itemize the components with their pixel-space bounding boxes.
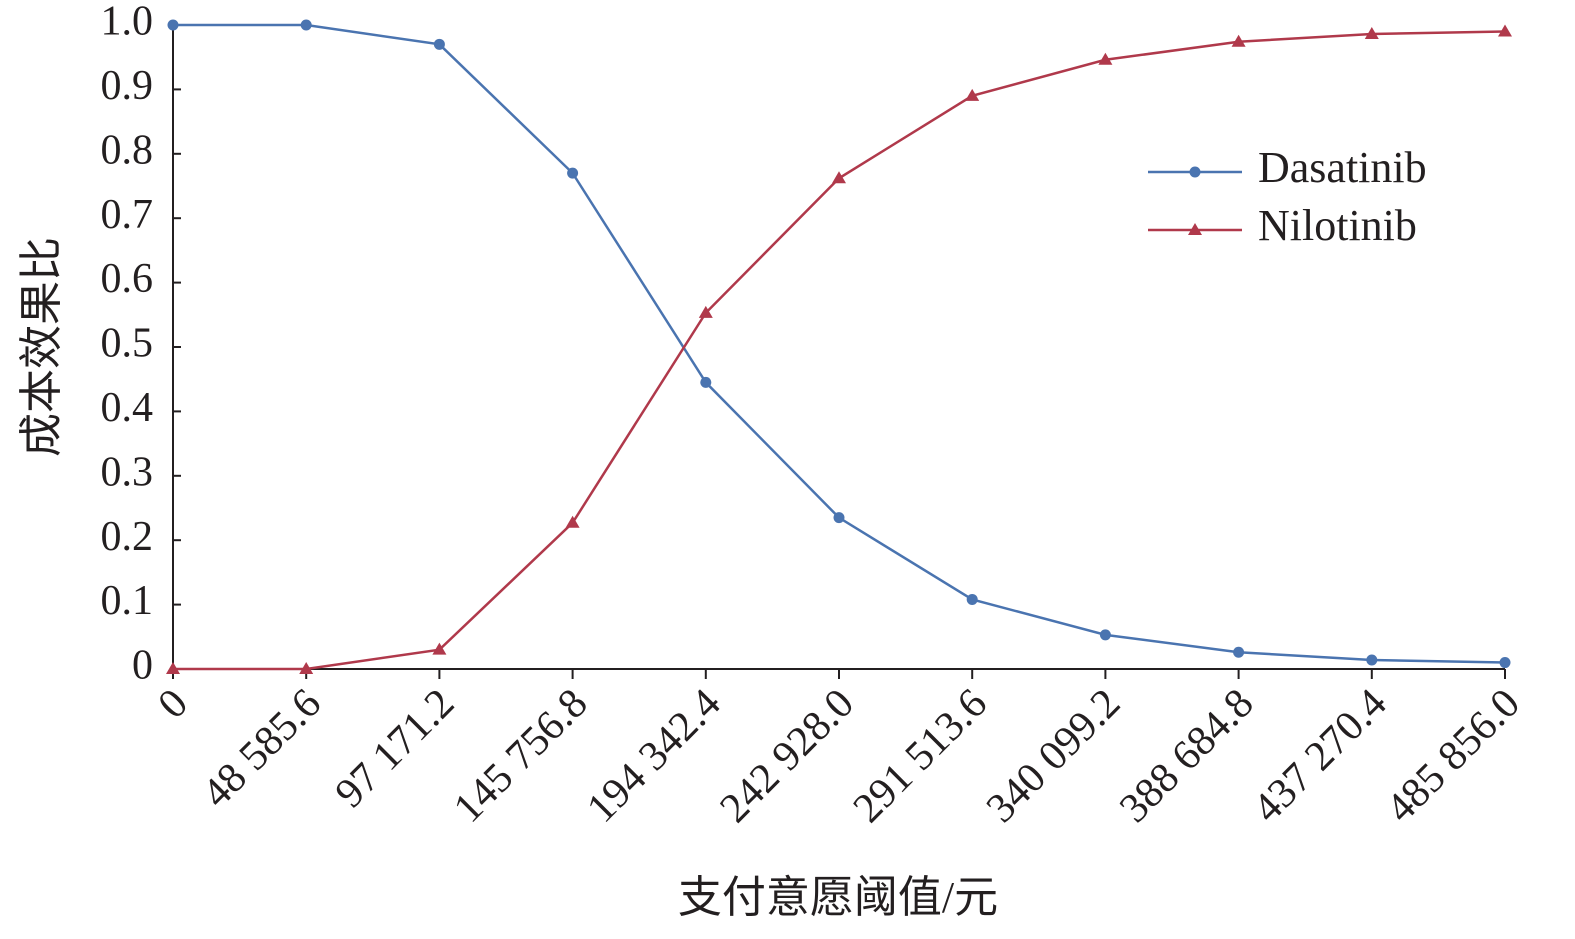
- x-tick-label: 97 171.2: [327, 680, 463, 816]
- legend-marker: [1188, 223, 1202, 235]
- x-axis-title: 支付意愿阈值/元: [678, 873, 998, 922]
- data-point: [167, 19, 179, 31]
- x-tick-label: 145 756.8: [445, 680, 596, 831]
- legend-label: Nilotinib: [1258, 201, 1417, 250]
- y-tick-label: 0.9: [101, 63, 154, 109]
- y-tick-label: 0.8: [101, 127, 154, 173]
- y-tick-label: 0: [132, 643, 153, 689]
- x-tick-label: 437 270.4: [1244, 680, 1395, 831]
- data-point: [832, 171, 846, 184]
- data-point: [432, 642, 447, 655]
- data-point: [565, 515, 580, 528]
- legend-marker: [1189, 166, 1201, 178]
- data-point: [567, 167, 579, 179]
- y-tick-label: 0.5: [101, 321, 154, 367]
- x-tick-label: 388 684.8: [1111, 680, 1262, 831]
- data-point: [166, 662, 180, 674]
- y-axis-title: 成本效果比: [17, 237, 66, 457]
- y-tick-label: 0.4: [101, 385, 154, 431]
- y-tick-label: 0.7: [101, 192, 154, 238]
- y-tick-label: 1.0: [101, 0, 154, 45]
- x-tick-label: 291 513.6: [845, 680, 996, 831]
- data-point: [1366, 654, 1378, 666]
- data-point: [1233, 646, 1245, 658]
- x-tick-label: 194 342.4: [578, 680, 729, 831]
- data-point: [433, 38, 445, 50]
- y-tick-label: 0.6: [101, 256, 154, 302]
- data-point: [965, 88, 980, 101]
- series-line: [173, 30, 1506, 671]
- data-point: [966, 593, 978, 605]
- x-tick-label: 0: [150, 680, 197, 727]
- y-tick-label: 0.1: [101, 578, 154, 624]
- data-point: [1499, 657, 1511, 669]
- x-tick-label: 48 585.6: [194, 680, 330, 816]
- data-point: [1364, 27, 1379, 40]
- data-point: [300, 19, 312, 31]
- data-point: [1498, 24, 1512, 37]
- series-line: [173, 23, 1506, 664]
- data-point: [1231, 34, 1246, 47]
- data-point: [1099, 629, 1111, 641]
- x-tick-label: 485 856.0: [1378, 680, 1529, 831]
- legend-label: Dasatinib: [1258, 143, 1427, 192]
- data-point: [700, 376, 712, 388]
- x-tick-label: 340 099.2: [978, 680, 1129, 831]
- data-point: [299, 662, 314, 674]
- x-tick-label: 242 928.0: [712, 680, 863, 831]
- data-point: [833, 512, 845, 524]
- y-tick-label: 0.2: [101, 514, 154, 560]
- data-point: [698, 305, 713, 318]
- data-point: [1098, 52, 1113, 65]
- y-tick-label: 0.3: [101, 449, 154, 495]
